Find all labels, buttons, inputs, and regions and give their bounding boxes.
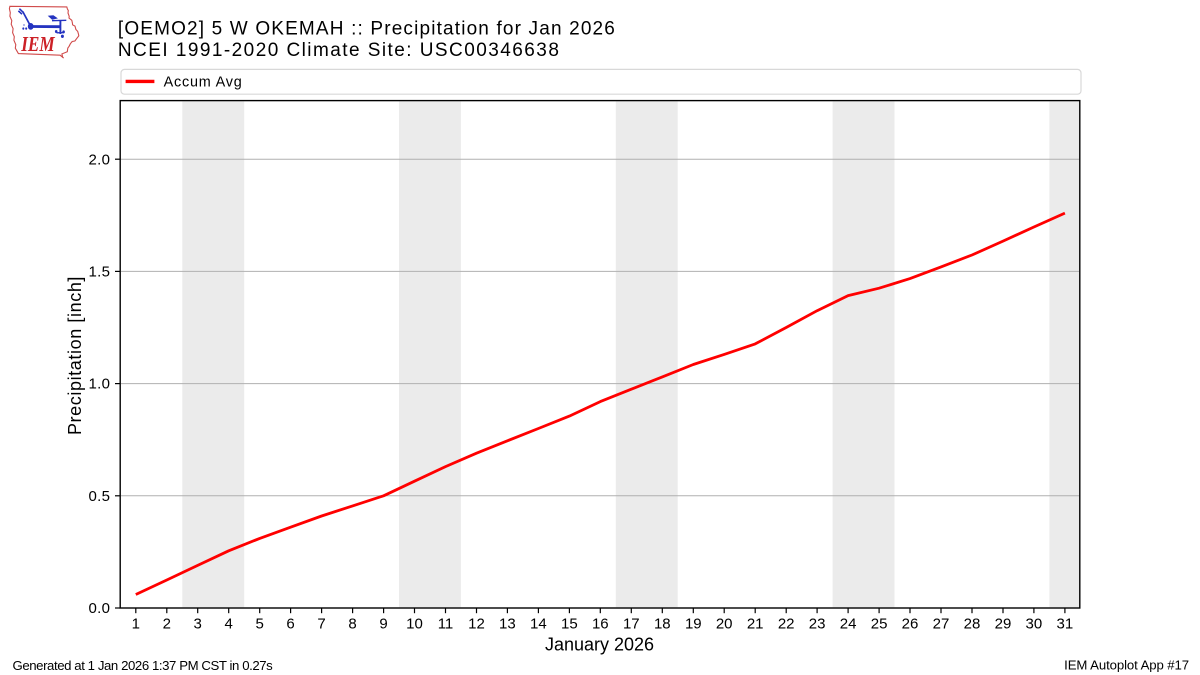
svg-text:26: 26	[902, 615, 919, 632]
svg-text:28: 28	[964, 615, 981, 632]
svg-text:24: 24	[840, 615, 857, 632]
svg-text:30: 30	[1026, 615, 1043, 632]
svg-text:27: 27	[933, 615, 950, 632]
svg-text:10: 10	[406, 615, 423, 632]
svg-text:17: 17	[623, 615, 640, 632]
svg-text:2: 2	[163, 615, 171, 632]
svg-text:29: 29	[995, 615, 1012, 632]
svg-text:0.0: 0.0	[89, 600, 111, 617]
svg-text:14: 14	[530, 615, 547, 632]
svg-text:11: 11	[438, 615, 454, 632]
svg-text:23: 23	[809, 615, 826, 632]
svg-text:IEM Autoplot App #17: IEM Autoplot App #17	[1064, 657, 1189, 672]
svg-text:IEM: IEM	[20, 32, 55, 56]
svg-text:18: 18	[654, 615, 671, 632]
svg-text:19: 19	[685, 615, 702, 632]
svg-text:25: 25	[871, 615, 888, 632]
svg-text:13: 13	[499, 615, 516, 632]
svg-text:NCEI 1991-2020 Climate Site: U: NCEI 1991-2020 Climate Site: USC00346638	[118, 40, 560, 61]
svg-text:Accum Avg: Accum Avg	[164, 74, 243, 90]
svg-text:16: 16	[592, 615, 609, 632]
svg-text:15: 15	[561, 615, 578, 632]
svg-text:Generated at 1 Jan 2026 1:37 P: Generated at 1 Jan 2026 1:37 PM CST in 0…	[13, 658, 274, 673]
svg-text:Precipitation [inch]: Precipitation [inch]	[65, 276, 85, 435]
svg-text:6: 6	[286, 615, 294, 632]
svg-text:3: 3	[194, 615, 202, 632]
svg-text:21: 21	[747, 615, 764, 632]
svg-text:12: 12	[468, 615, 485, 632]
svg-text:0.5: 0.5	[89, 488, 111, 505]
svg-text:2.0: 2.0	[89, 151, 111, 168]
svg-text:1.5: 1.5	[89, 264, 111, 281]
svg-text:20: 20	[716, 615, 733, 632]
svg-text:January 2026: January 2026	[545, 634, 654, 654]
svg-text:1: 1	[132, 615, 140, 632]
svg-text:9: 9	[379, 615, 387, 632]
svg-text:4: 4	[225, 615, 233, 632]
svg-text:7: 7	[317, 615, 325, 632]
svg-text:5: 5	[256, 615, 264, 632]
svg-text:1.0: 1.0	[89, 376, 111, 393]
svg-text:22: 22	[778, 615, 795, 632]
svg-text:31: 31	[1057, 615, 1074, 632]
svg-text:[OEMO2] 5 W OKEMAH :: Precipit: [OEMO2] 5 W OKEMAH :: Precipitation for …	[118, 19, 616, 40]
svg-text:8: 8	[348, 615, 356, 632]
